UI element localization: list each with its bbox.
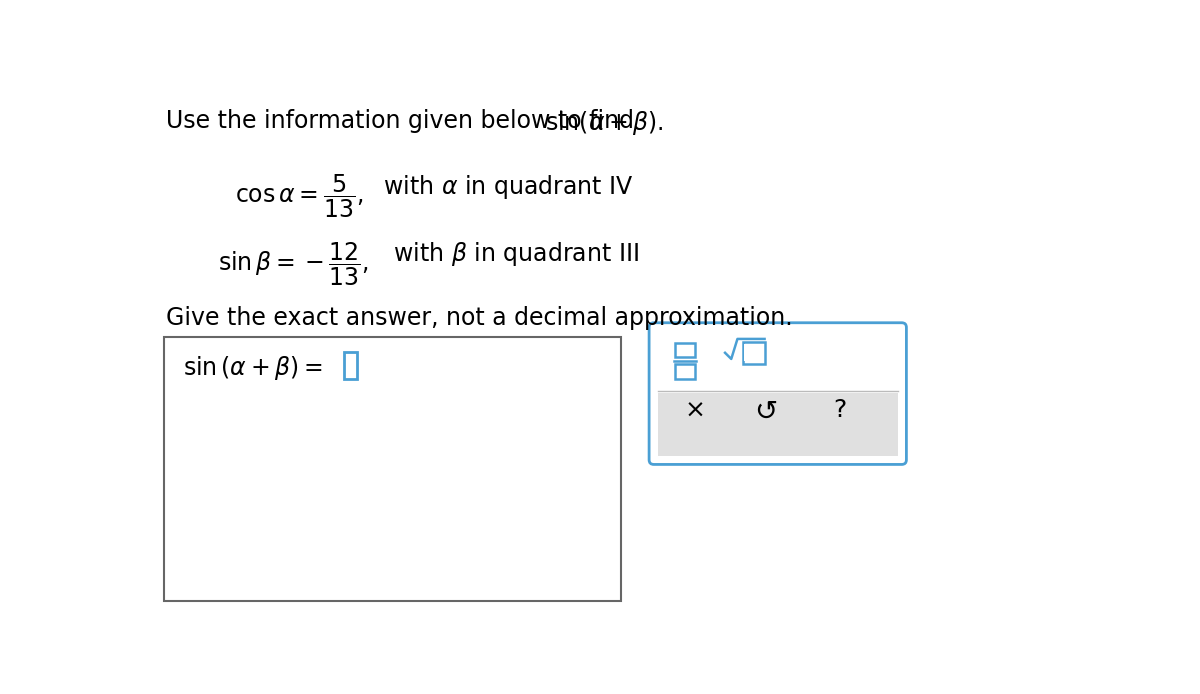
Bar (743, 342, 764, 364)
Text: with $\beta$ in quadrant III: with $\beta$ in quadrant III (386, 240, 640, 269)
Text: $\times$: $\times$ (684, 398, 704, 422)
Text: $\sin\beta=-\dfrac{12}{13},$: $\sin\beta=-\dfrac{12}{13},$ (218, 240, 370, 288)
Bar (164, 337, 622, 601)
Text: Use the information given below to find: Use the information given below to find (166, 110, 641, 133)
Text: ?: ? (833, 398, 846, 422)
Bar (676, 343, 695, 357)
Bar (658, 393, 898, 456)
Bar (676, 364, 695, 379)
Bar (343, 352, 356, 379)
Text: Give the exact answer, not a decimal approximation.: Give the exact answer, not a decimal app… (166, 306, 792, 330)
Text: $\sin(\alpha+\beta).$: $\sin(\alpha+\beta).$ (545, 110, 664, 137)
FancyBboxPatch shape (649, 323, 906, 464)
Text: $\sin\left(\alpha + \beta\right) =$: $\sin\left(\alpha + \beta\right) =$ (182, 355, 322, 382)
Text: $\cos\alpha=\dfrac{5}{13},$: $\cos\alpha=\dfrac{5}{13},$ (235, 173, 364, 220)
Text: ↺: ↺ (755, 398, 778, 426)
Bar (744, 344, 762, 362)
Text: with $\alpha$ in quadrant IV: with $\alpha$ in quadrant IV (377, 173, 634, 201)
